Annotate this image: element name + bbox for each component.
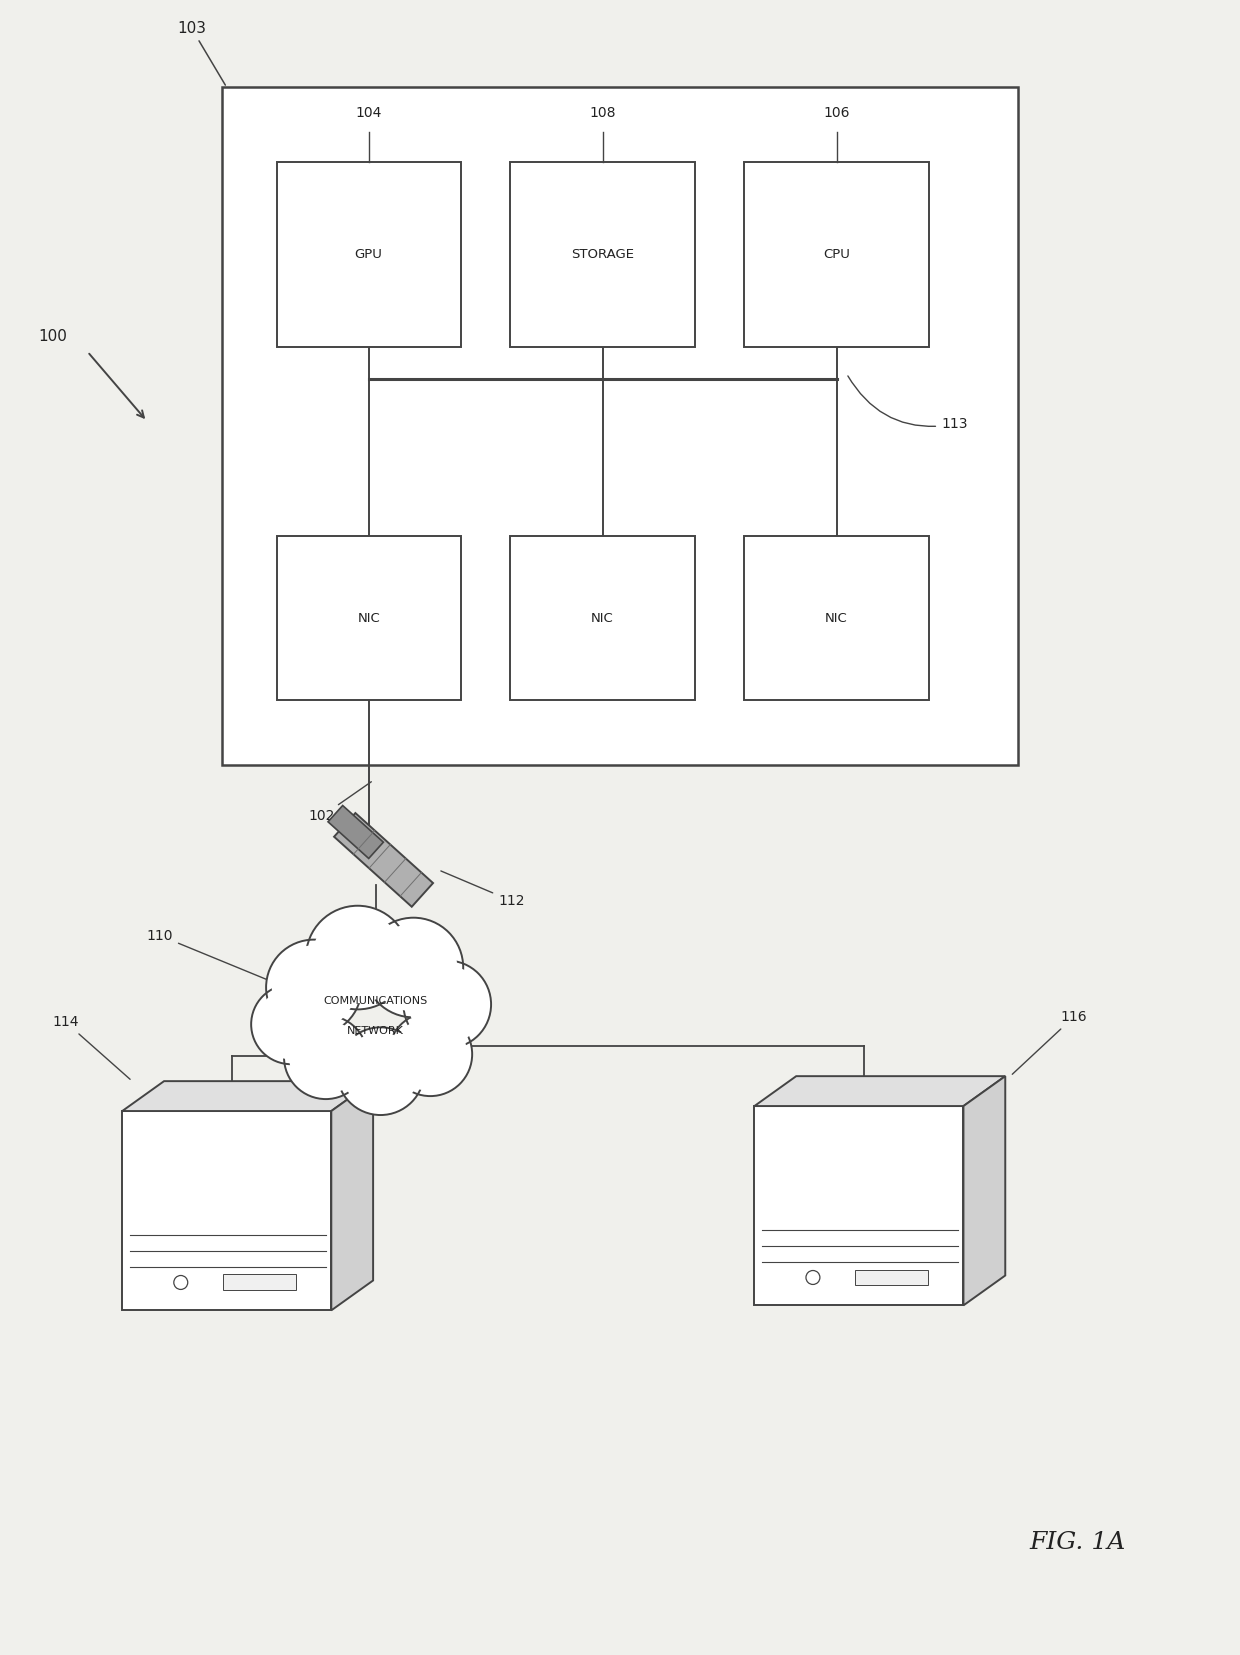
- FancyBboxPatch shape: [223, 1274, 296, 1291]
- Circle shape: [342, 1033, 419, 1111]
- Circle shape: [363, 917, 464, 1018]
- Text: NIC: NIC: [357, 612, 379, 624]
- Text: 108: 108: [589, 106, 616, 121]
- Polygon shape: [963, 1076, 1006, 1306]
- FancyBboxPatch shape: [277, 162, 461, 346]
- Circle shape: [409, 967, 486, 1043]
- Circle shape: [403, 960, 491, 1048]
- Circle shape: [255, 990, 326, 1059]
- Text: NIC: NIC: [591, 612, 614, 624]
- Circle shape: [312, 912, 403, 1003]
- Text: 112: 112: [441, 871, 525, 907]
- Circle shape: [306, 905, 409, 1010]
- Text: 110: 110: [146, 928, 289, 988]
- Circle shape: [370, 923, 458, 1011]
- Polygon shape: [331, 1081, 373, 1311]
- Circle shape: [388, 1013, 472, 1096]
- Circle shape: [806, 1271, 820, 1284]
- Text: 113: 113: [848, 376, 967, 432]
- Text: 103: 103: [177, 20, 226, 84]
- Text: CPU: CPU: [823, 248, 849, 261]
- Text: 104: 104: [356, 106, 382, 121]
- Text: 102: 102: [309, 781, 371, 823]
- Text: COMMUNICATIONS: COMMUNICATIONS: [324, 996, 428, 1006]
- FancyBboxPatch shape: [123, 1111, 331, 1311]
- Text: STORAGE: STORAGE: [572, 248, 634, 261]
- Text: 100: 100: [38, 329, 67, 344]
- FancyBboxPatch shape: [277, 536, 461, 700]
- Polygon shape: [123, 1081, 373, 1111]
- FancyBboxPatch shape: [744, 162, 929, 346]
- Circle shape: [337, 1028, 424, 1115]
- FancyBboxPatch shape: [744, 536, 929, 700]
- FancyBboxPatch shape: [854, 1269, 928, 1286]
- Circle shape: [267, 940, 362, 1036]
- Text: GPU: GPU: [355, 248, 383, 261]
- Text: 114: 114: [52, 1015, 130, 1079]
- Polygon shape: [754, 1076, 1006, 1106]
- Circle shape: [174, 1276, 187, 1289]
- FancyBboxPatch shape: [754, 1106, 963, 1306]
- Text: 106: 106: [823, 106, 849, 121]
- Text: NIC: NIC: [825, 612, 848, 624]
- Text: 116: 116: [1012, 1010, 1086, 1074]
- Circle shape: [393, 1018, 467, 1091]
- FancyBboxPatch shape: [222, 88, 1018, 765]
- Circle shape: [289, 1021, 362, 1094]
- Polygon shape: [334, 813, 433, 907]
- FancyBboxPatch shape: [511, 162, 694, 346]
- Text: FIG. 1A: FIG. 1A: [1029, 1531, 1126, 1554]
- Text: NETWORK: NETWORK: [347, 1026, 404, 1036]
- FancyBboxPatch shape: [511, 536, 694, 700]
- Circle shape: [252, 985, 331, 1064]
- Circle shape: [272, 945, 356, 1029]
- Circle shape: [284, 1016, 367, 1099]
- Polygon shape: [329, 806, 383, 859]
